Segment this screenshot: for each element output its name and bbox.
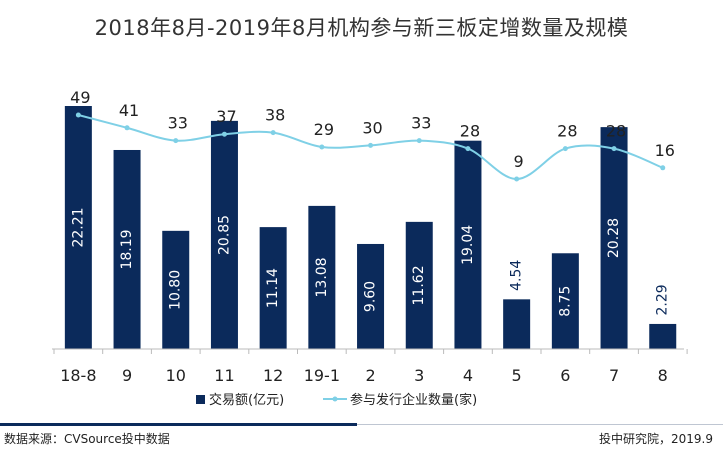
- line-point: [514, 176, 520, 182]
- x-tick-label: 3: [414, 366, 424, 385]
- x-tick-label: 2: [365, 366, 375, 385]
- line-value-label: 29: [314, 120, 334, 139]
- line-value-label: 33: [168, 114, 188, 133]
- line-value-label: 30: [362, 118, 382, 137]
- line-value-label: 38: [265, 106, 285, 125]
- bar-value-label: 20.85: [216, 215, 232, 255]
- line-point: [221, 131, 227, 137]
- footer-rule-light: [357, 424, 723, 425]
- bar-value-label: 22.21: [70, 207, 86, 247]
- x-tick-label: 5: [512, 366, 522, 385]
- x-tick-label: 9: [122, 366, 132, 385]
- bar: [405, 221, 433, 349]
- line-point: [416, 138, 422, 144]
- legend-line-label: 参与发行企业数量(家): [350, 392, 477, 408]
- bar: [308, 205, 336, 349]
- data-source: 数据来源：CVSource投中数据: [4, 432, 170, 446]
- line-value-label: 28: [460, 122, 480, 141]
- bar-value-label: 18.19: [119, 229, 135, 269]
- bar: [64, 106, 92, 349]
- line-value-label: 37: [216, 107, 236, 126]
- bar-value-label: 11.62: [411, 265, 427, 305]
- bar: [113, 149, 141, 349]
- legend-line-marker: [332, 396, 338, 402]
- line-point: [562, 146, 568, 152]
- x-tick-label: 6: [560, 366, 570, 385]
- bar: [210, 120, 238, 349]
- line-point: [319, 144, 325, 150]
- line-point: [124, 125, 130, 131]
- line-point: [75, 112, 81, 118]
- line-point: [660, 165, 666, 171]
- line-point: [368, 142, 374, 148]
- line-point: [611, 146, 617, 152]
- x-tick-label: 8: [658, 366, 668, 385]
- x-tick-label: 18-8: [60, 366, 96, 385]
- line-value-label: 28: [557, 122, 577, 141]
- line-value-label: 9: [514, 152, 524, 171]
- x-tick-label: 11: [214, 366, 234, 385]
- x-tick-label: 4: [463, 366, 473, 385]
- bar-value-label: 19.04: [460, 225, 476, 265]
- bar-value-label: 8.75: [557, 286, 573, 317]
- bar: [162, 230, 190, 349]
- bar-value-label: 11.14: [265, 268, 281, 308]
- line-point: [465, 146, 471, 152]
- bar: [454, 140, 482, 349]
- x-tick-label: 10: [166, 366, 186, 385]
- x-tick-label: 7: [609, 366, 619, 385]
- chart-title: 2018年8月-2019年8月机构参与新三板定增数量及规模: [94, 16, 629, 40]
- bar-value-label: 4.54: [509, 260, 525, 291]
- bar-value-label: 9.60: [363, 281, 379, 312]
- bar-value-label: 10.80: [168, 270, 184, 310]
- footer-rule-dark: [0, 423, 357, 426]
- credit-note: 投中研究院，2019.9: [599, 432, 713, 446]
- bar-value-label: 13.08: [314, 257, 330, 297]
- legend-bar-swatch: [196, 395, 205, 404]
- bar-value-label: 20.28: [606, 218, 622, 258]
- bar: [503, 299, 531, 349]
- line-point: [270, 130, 276, 136]
- x-tick-label: 12: [263, 366, 283, 385]
- x-tick-label: 19-1: [304, 366, 340, 385]
- bar: [600, 127, 628, 349]
- bar: [551, 253, 579, 349]
- line-point: [173, 138, 179, 144]
- line-value-label: 49: [70, 88, 90, 107]
- legend: 交易额(亿元) 参与发行企业数量(家): [196, 392, 477, 408]
- bar: [357, 243, 385, 349]
- line-value-label: 41: [119, 101, 139, 120]
- bar-value-label: 2.29: [655, 284, 671, 315]
- bar: [259, 227, 287, 349]
- line-value-label: 28: [606, 122, 626, 141]
- legend-bar-label: 交易额(亿元): [209, 392, 284, 408]
- bar: [649, 323, 677, 349]
- line-value-label: 33: [411, 114, 431, 133]
- line-value-label: 16: [655, 141, 675, 160]
